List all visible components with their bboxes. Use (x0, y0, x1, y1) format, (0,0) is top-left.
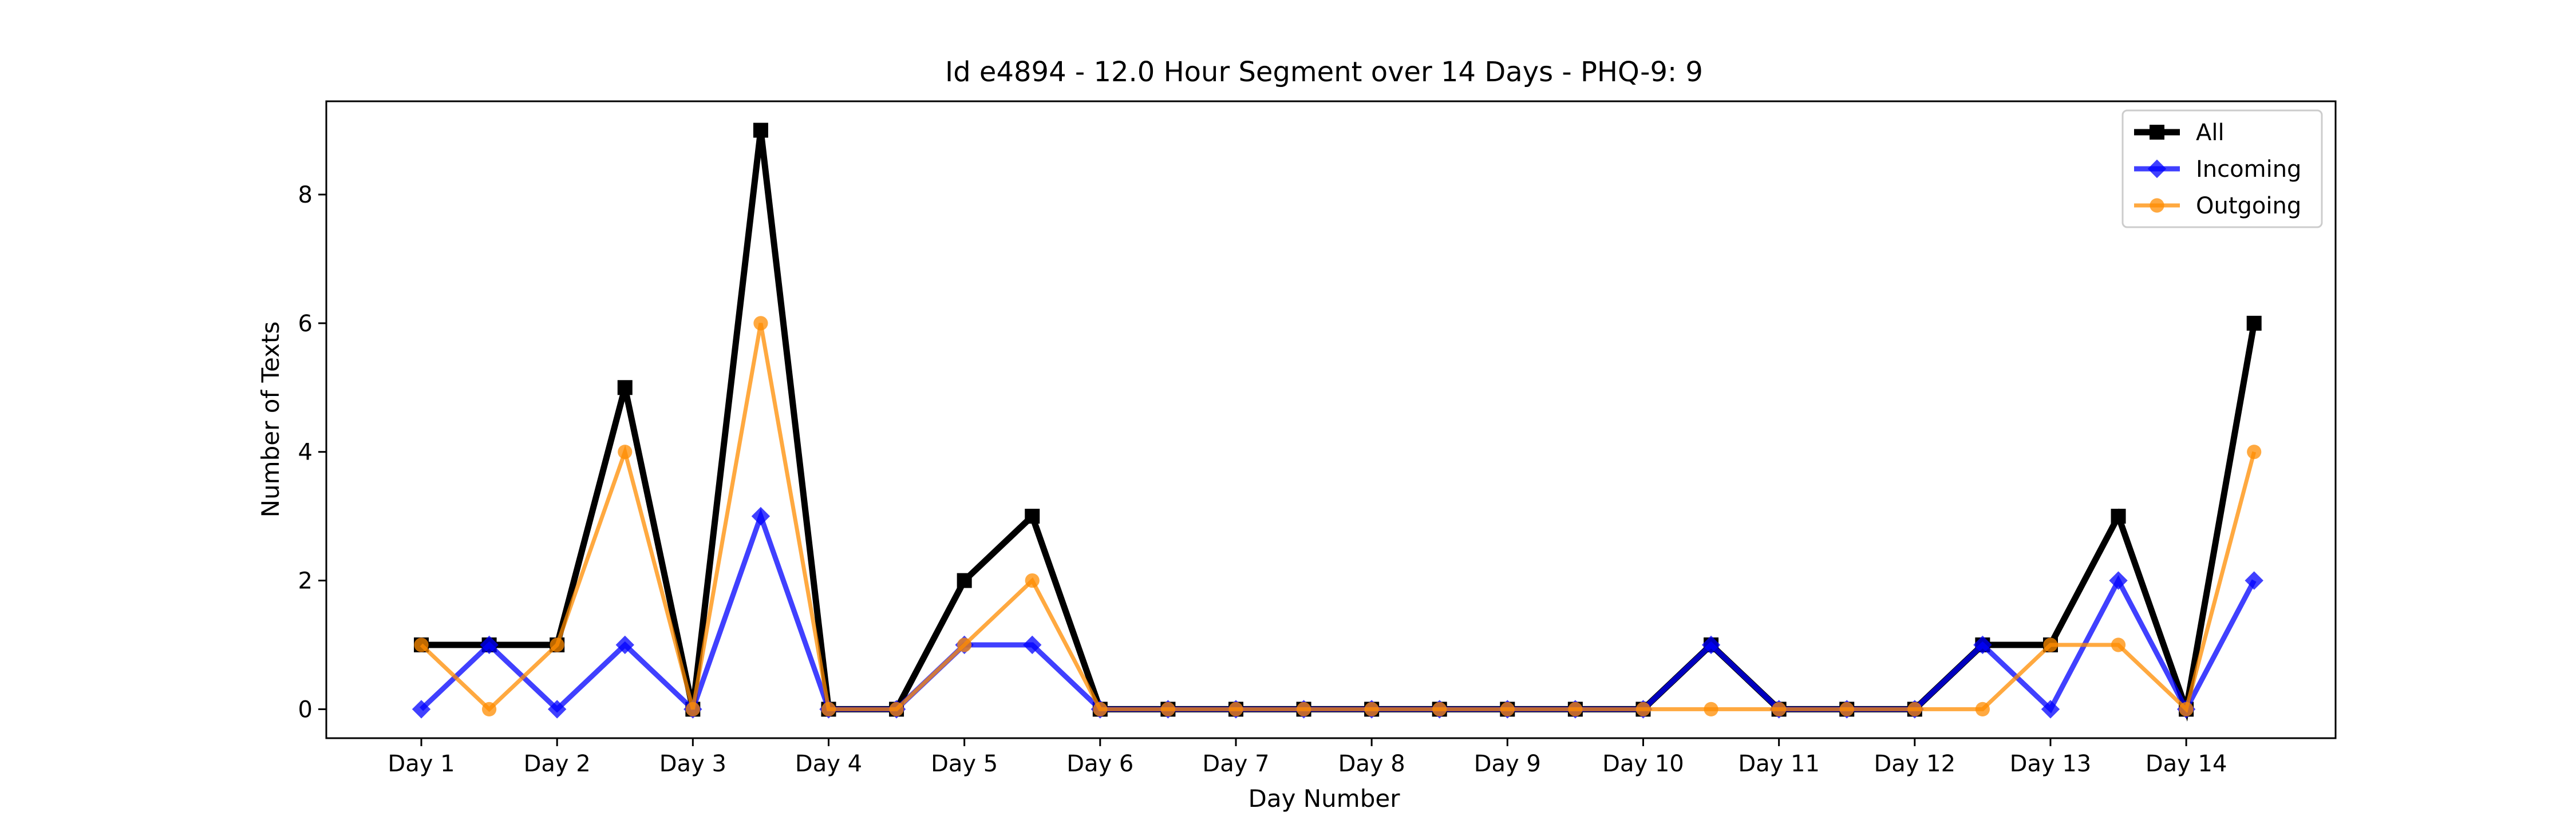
data-point-incoming (751, 506, 771, 526)
data-point-outgoing (1635, 702, 1651, 717)
y-tick-label: 8 (298, 182, 313, 208)
data-point-outgoing (1228, 702, 1243, 717)
data-point-all (753, 122, 768, 138)
data-point-outgoing (889, 702, 904, 717)
legend-marker-outgoing (2150, 198, 2164, 213)
x-tick-label: Day 9 (1474, 751, 1541, 777)
y-axis-label: Number of Texts (256, 322, 285, 518)
series-line-outgoing (420, 323, 2257, 714)
y-tick-label: 2 (298, 568, 313, 595)
legend-label-outgoing: Outgoing (2196, 193, 2301, 219)
data-point-incoming (615, 635, 634, 655)
data-point-all (2246, 315, 2262, 331)
legend-marker-all (2150, 125, 2164, 140)
data-point-outgoing (1093, 702, 1108, 717)
data-point-incoming (1973, 635, 1992, 655)
x-tick-label: Day 2 (524, 751, 591, 777)
y-tick-label: 4 (298, 439, 313, 466)
x-tick-label: Day 1 (388, 751, 455, 777)
data-point-outgoing (957, 637, 972, 652)
data-point-incoming (2245, 571, 2263, 590)
data-point-incoming (1701, 635, 1721, 655)
data-point-incoming (547, 700, 567, 719)
chart-title: Id e4894 - 12.0 Hour Segment over 14 Day… (945, 56, 1703, 88)
data-point-outgoing (1839, 702, 1854, 717)
legend-label-all: All (2196, 120, 2225, 146)
y-tick-label: 6 (298, 311, 313, 337)
legend-label-incoming: Incoming (2196, 156, 2301, 183)
x-tick-label: Day 6 (1066, 751, 1133, 777)
data-point-outgoing (1975, 702, 1990, 717)
data-point-incoming (2041, 700, 2060, 719)
x-tick-label: Day 3 (659, 751, 726, 777)
data-point-outgoing (685, 702, 700, 717)
data-point-outgoing (618, 445, 633, 459)
data-point-incoming (412, 700, 431, 719)
data-point-outgoing (1364, 702, 1379, 717)
data-point-outgoing (2043, 637, 2058, 652)
data-point-outgoing (2111, 637, 2126, 652)
data-point-outgoing (414, 637, 429, 652)
data-point-outgoing (1432, 702, 1447, 717)
legend-box (2121, 109, 2323, 228)
x-tick-label: Day 10 (1602, 751, 1684, 777)
data-point-outgoing (1704, 702, 1718, 717)
x-tick-label: Day 4 (795, 751, 862, 777)
data-point-outgoing (2179, 702, 2194, 717)
x-tick-label: Day 7 (1202, 751, 1269, 777)
data-point-incoming (1023, 635, 1042, 655)
data-point-outgoing (550, 637, 564, 652)
data-point-outgoing (1907, 702, 1922, 717)
data-point-outgoing (753, 316, 768, 331)
data-point-outgoing (1296, 702, 1311, 717)
x-tick-label: Day 11 (1738, 751, 1820, 777)
plot-area: Day 1 Day 2 Day 3 Day 4 Day 5 Day 6 Day 7 Day 8… (298, 100, 2337, 777)
data-point-outgoing (821, 702, 836, 717)
data-point-outgoing (1772, 702, 1787, 717)
data-point-outgoing (1160, 702, 1176, 717)
data-point-all (2111, 509, 2126, 524)
x-tick-label: Day 14 (2146, 751, 2227, 777)
data-point-all (957, 573, 972, 588)
x-tick-label: Day 13 (2010, 751, 2092, 777)
plot-frame (325, 100, 2337, 739)
x-tick-label: Day 5 (931, 751, 998, 777)
data-point-all (1025, 509, 1040, 524)
data-point-outgoing (1568, 702, 1583, 717)
data-point-all (617, 380, 633, 395)
x-axis-label: Day Number (1248, 785, 1400, 813)
data-point-outgoing (1025, 573, 1040, 588)
legend: All Incoming Outgoing (2121, 109, 2323, 228)
legend-marker-incoming (2147, 159, 2167, 179)
data-point-outgoing (2247, 445, 2262, 459)
x-tick-label: Day 8 (1338, 751, 1405, 777)
data-point-outgoing (1500, 702, 1515, 717)
data-point-incoming (2109, 571, 2128, 590)
y-tick-label: 0 (298, 696, 313, 723)
data-point-incoming (480, 635, 499, 655)
data-point-outgoing (481, 702, 497, 717)
x-tick-label: Day 12 (1874, 751, 1955, 777)
